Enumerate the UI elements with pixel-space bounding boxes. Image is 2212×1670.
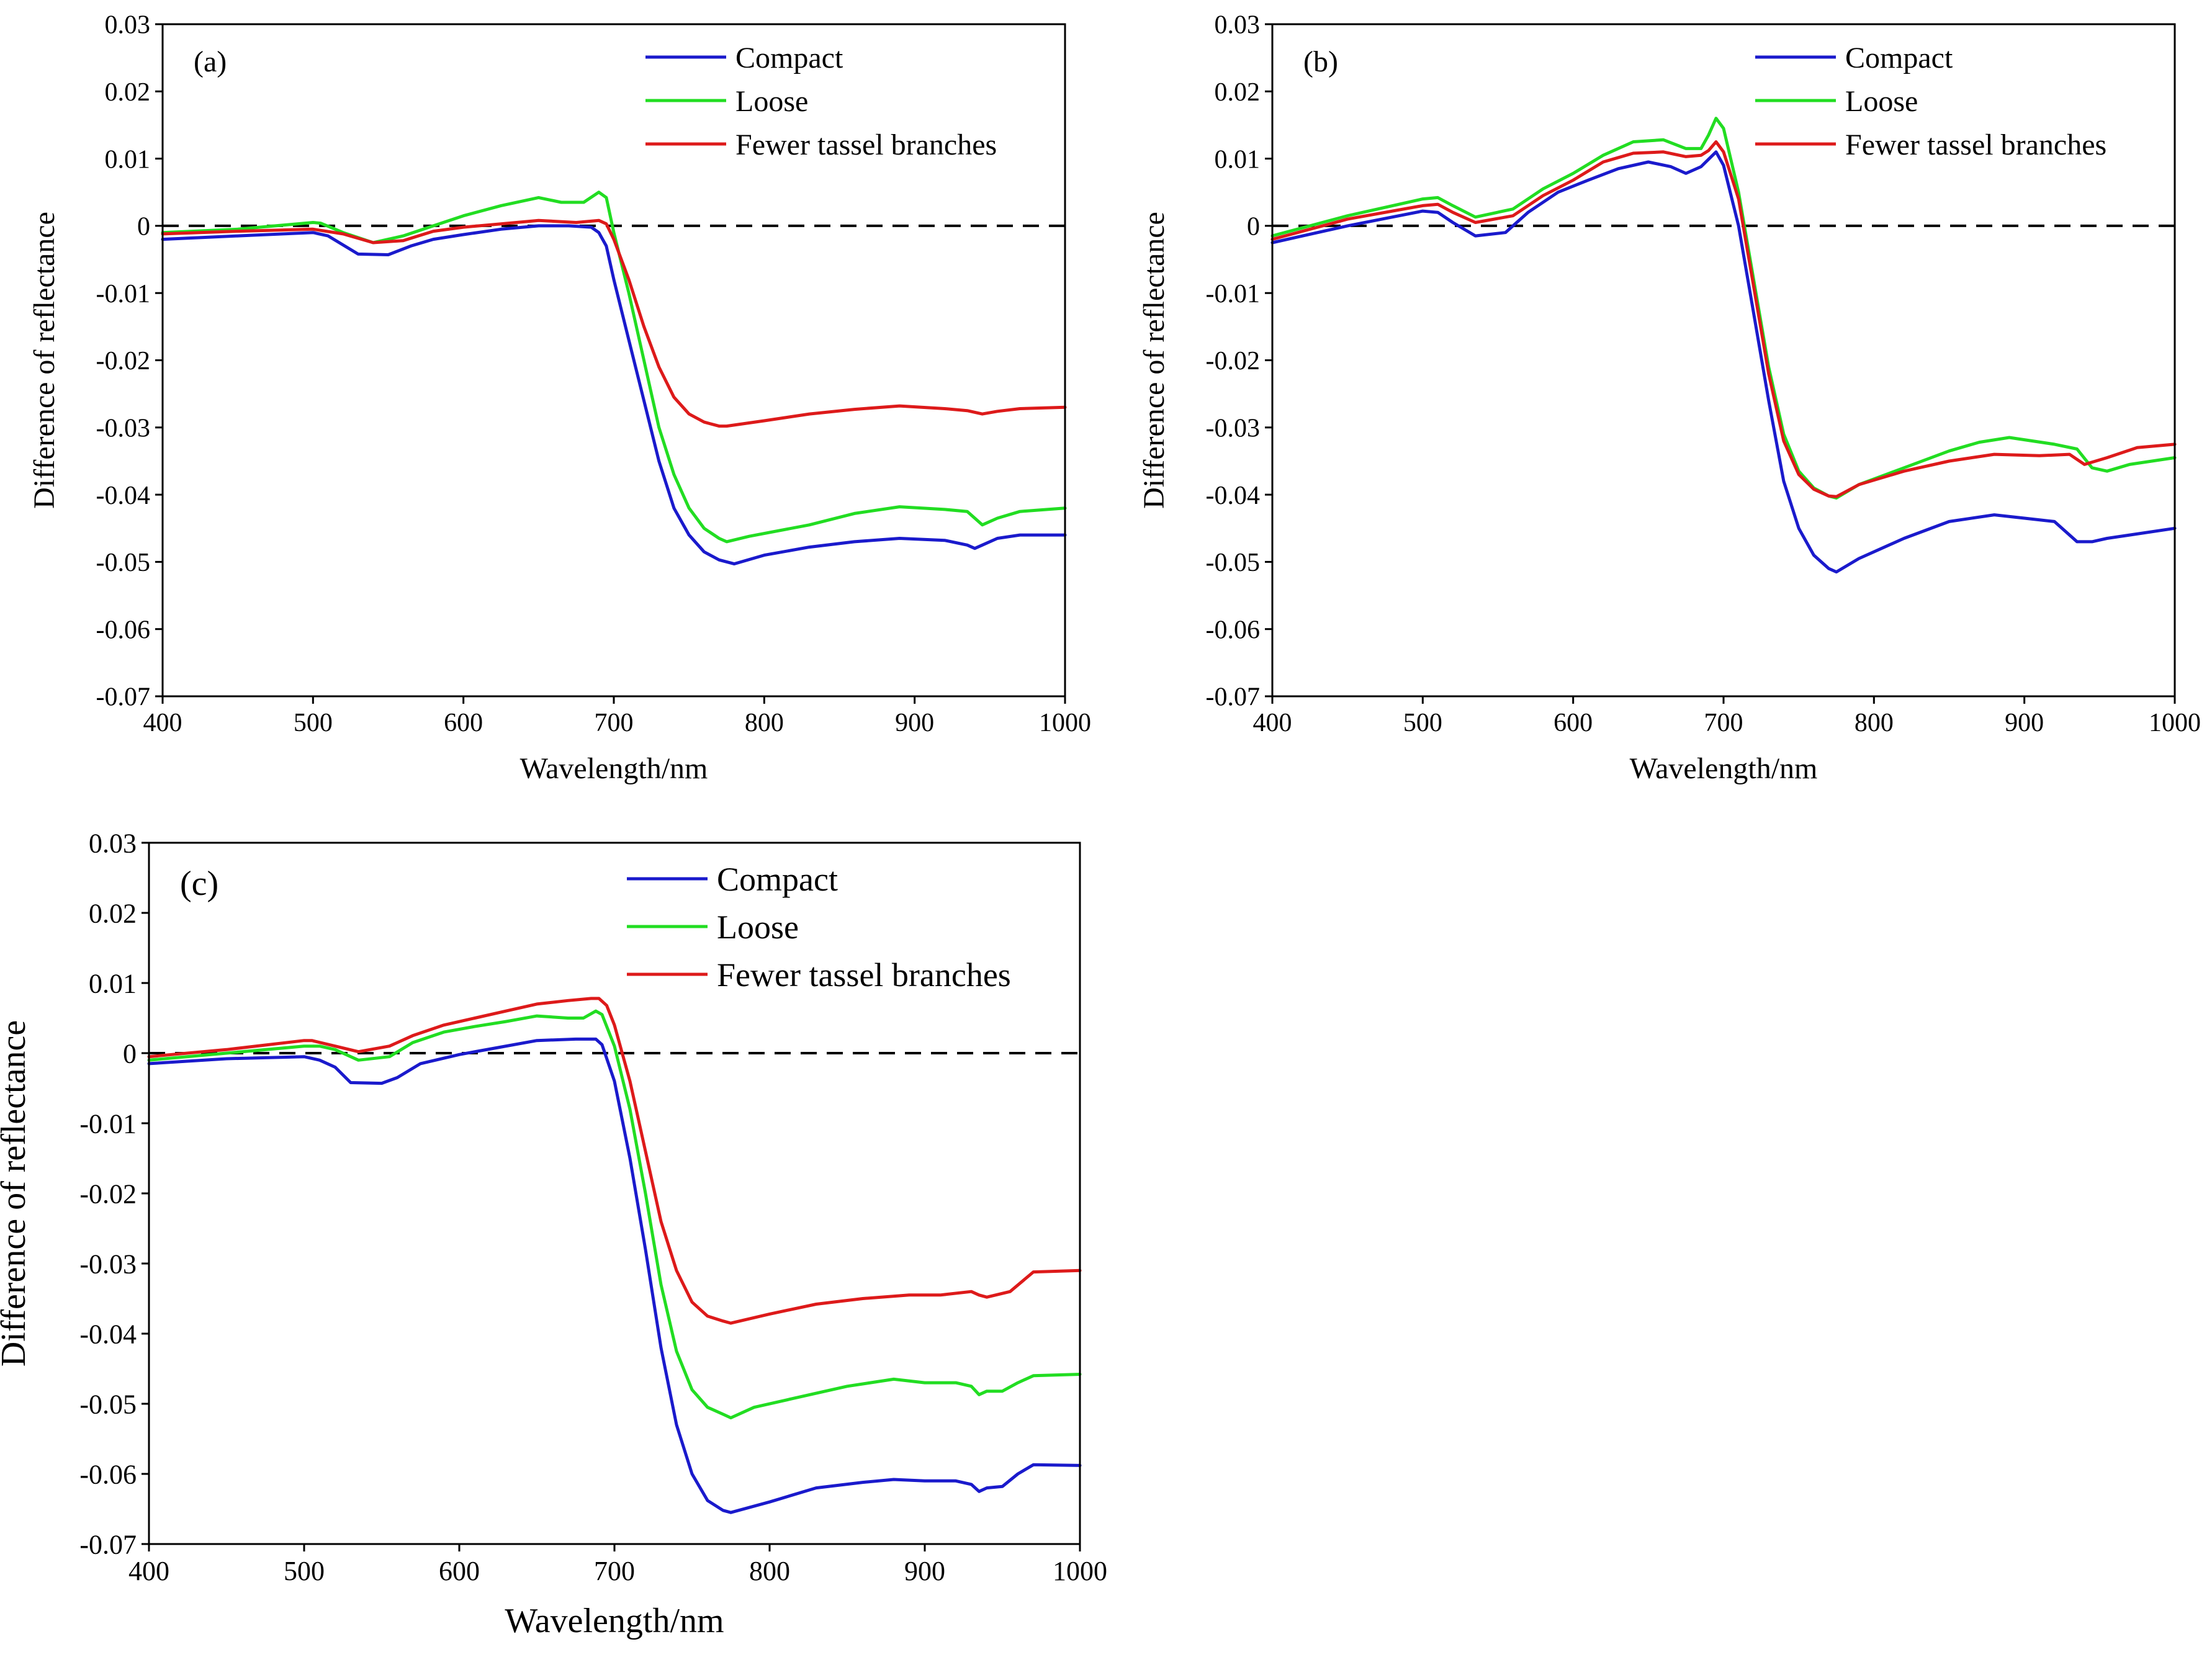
legend-label-compact: Compact [735, 42, 843, 74]
x-tick-label: 900 [2005, 709, 2044, 737]
y-axis-label: Difference of reflectance [28, 212, 61, 509]
y-tick-label: -0.01 [79, 1108, 137, 1139]
series-line-loose [161, 191, 1067, 544]
y-tick-label: -0.06 [96, 616, 151, 644]
y-tick-label: -0.06 [79, 1459, 137, 1489]
chart-panel-a: 400 500 600 700 800 900 1000 0.03 0.02 0.01 0 -0.01… [28, 11, 1091, 785]
x-tick-label: 400 [1253, 709, 1292, 737]
series-line-compact [147, 1037, 1082, 1514]
x-tick-label: 400 [143, 709, 182, 737]
y-tick-label: -0.03 [1206, 415, 1261, 443]
y-tick-label: 0.03 [1215, 11, 1261, 40]
series-line-fewer-tassel-branches [161, 218, 1067, 428]
x-axis-label: Wavelength/nm [1630, 752, 1818, 785]
chart-panel-b: 400 500 600 700 800 900 1000 0.03 0.02 0.01 0 -0.01… [1138, 11, 2201, 785]
y-tick-label: 0.03 [89, 828, 137, 858]
x-tick-label: 900 [904, 1556, 945, 1586]
y-tick-label: 0.01 [89, 968, 137, 999]
y-tick-label: -0.02 [96, 347, 151, 375]
y-tick-label: -0.04 [1206, 482, 1261, 510]
series-line-fewer-tassel-branches [1270, 140, 2177, 498]
x-tick-label: 600 [444, 709, 483, 737]
y-tick-label: -0.07 [96, 683, 151, 712]
y-tick-label: -0.04 [96, 482, 151, 510]
x-tick-label: 600 [439, 1556, 480, 1586]
y-tick-label: 0 [123, 1038, 137, 1069]
y-tick-label: -0.02 [79, 1178, 137, 1209]
legend-label-fewer-tassel-branches: Fewer tassel branches [1845, 128, 2106, 161]
y-tick-label: 0.02 [89, 898, 137, 928]
y-tick-label: -0.03 [79, 1249, 137, 1279]
chart-panel-c: 400 500 600 700 800 900 1000 0.03 0.02 0.01 0 -0.01… [0, 828, 1107, 1640]
x-axis-label: Wavelength/nm [520, 752, 708, 785]
legend-label-compact: Compact [717, 861, 838, 898]
x-tick-label: 1000 [1039, 709, 1091, 737]
panel-label: (a) [194, 45, 227, 78]
y-tick-label: 0.02 [1215, 78, 1261, 107]
y-tick-label: -0.07 [79, 1529, 137, 1560]
legend-label-fewer-tassel-branches: Fewer tassel branches [735, 128, 997, 161]
x-tick-label: 800 [749, 1556, 790, 1586]
y-tick-label: -0.03 [96, 415, 151, 443]
x-tick-label: 700 [1704, 709, 1743, 737]
series-line-fewer-tassel-branches [147, 997, 1082, 1325]
x-axis-label: Wavelength/nm [505, 1602, 724, 1640]
x-tick-label: 500 [284, 1556, 325, 1586]
series-line-loose [147, 1009, 1082, 1420]
y-tick-label: -0.04 [79, 1319, 137, 1349]
x-tick-label: 700 [594, 1556, 635, 1586]
legend-label-loose: Loose [735, 85, 808, 118]
legend-label-loose: Loose [1845, 85, 1918, 118]
x-tick-label: 500 [1403, 709, 1442, 737]
y-tick-label: 0 [137, 213, 150, 241]
x-tick-label: 500 [294, 709, 333, 737]
y-axis-label: Difference of reflectance [0, 1020, 33, 1367]
x-tick-label: 800 [745, 709, 784, 737]
y-tick-label: -0.02 [1206, 347, 1261, 375]
x-tick-label: 400 [128, 1556, 169, 1586]
y-tick-label: -0.05 [1206, 549, 1261, 577]
y-tick-label: 0.01 [105, 145, 151, 174]
y-tick-label: 0.02 [105, 78, 151, 107]
y-tick-label: -0.05 [96, 549, 151, 577]
y-tick-label: -0.01 [96, 280, 151, 308]
legend-label-loose: Loose [717, 909, 799, 946]
x-tick-label: 1000 [2149, 709, 2201, 737]
y-tick-label: -0.01 [1206, 280, 1261, 308]
x-tick-label: 600 [1553, 709, 1593, 737]
legend-label-compact: Compact [1845, 42, 1953, 74]
y-tick-label: -0.05 [79, 1389, 137, 1419]
y-tick-label: -0.07 [1206, 683, 1261, 712]
series-line-compact [161, 224, 1067, 566]
panel-label: (c) [180, 864, 218, 903]
y-tick-label: 0 [1247, 213, 1260, 241]
y-tick-label: 0.03 [105, 11, 151, 40]
x-tick-label: 700 [595, 709, 634, 737]
x-tick-label: 1000 [1053, 1556, 1107, 1586]
y-tick-label: 0.01 [1215, 145, 1261, 174]
legend-label-fewer-tassel-branches: Fewer tassel branches [717, 956, 1011, 994]
y-tick-label: -0.06 [1206, 616, 1261, 644]
y-axis-label: Difference of reflectance [1138, 212, 1171, 509]
panel-label: (b) [1303, 45, 1338, 78]
x-tick-label: 800 [1855, 709, 1894, 737]
x-tick-label: 900 [895, 709, 934, 737]
series-line-compact [1270, 150, 2177, 574]
